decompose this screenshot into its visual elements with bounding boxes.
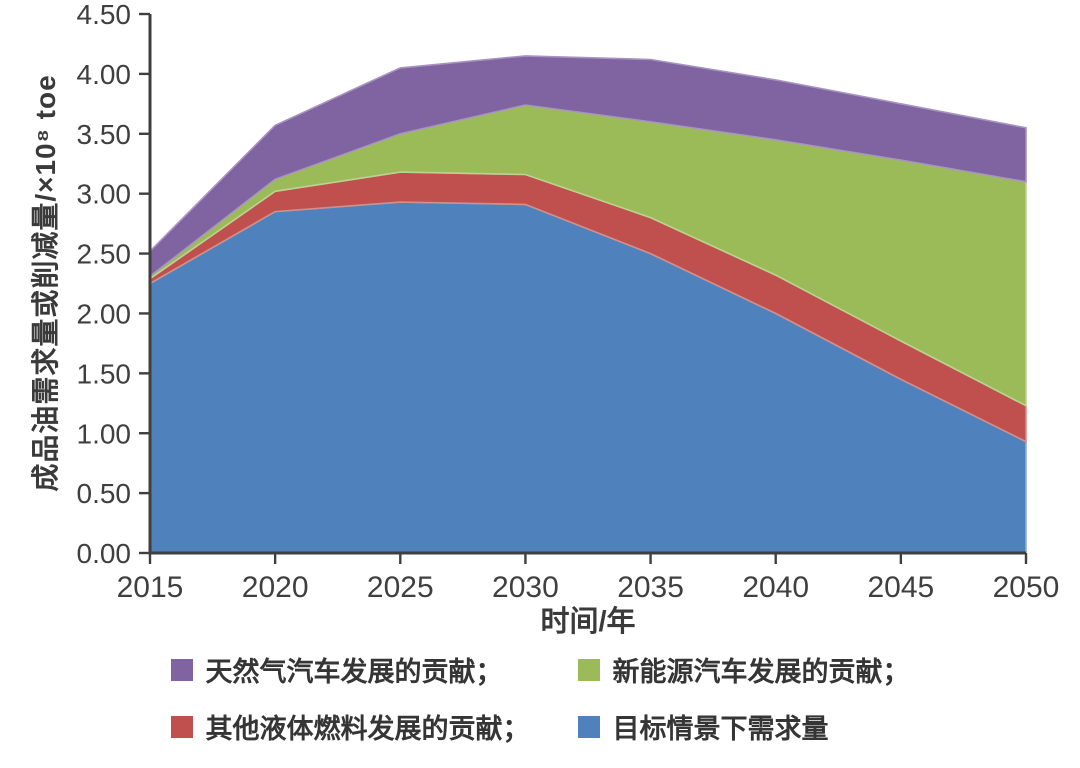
area-natural-gas-vehicles <box>149 55 1027 278</box>
y-tick-label: 1.50 <box>77 358 132 389</box>
legend-swatch-icon <box>170 715 193 738</box>
x-tick-label: 2030 <box>492 571 559 604</box>
y-tick-label: 4.00 <box>77 59 132 90</box>
legend-label: 其他液体燃料发展的贡献； <box>205 714 530 744</box>
y-tick-label: 0.50 <box>77 478 132 509</box>
x-tick-label: 2020 <box>242 571 309 604</box>
legend-swatch-icon <box>577 715 600 738</box>
y-tick-label: 0.00 <box>77 538 132 569</box>
y-axis-title: 成品油需求量或削减量/×10⁸ toe <box>30 74 61 492</box>
plot-area: 0.00 0.50 1.00 1.50 2.00 2.50 3.00 3.50 4.00 4.50… <box>77 0 1060 604</box>
x-tick-label: 2040 <box>742 571 809 604</box>
y-tick-label: 2.00 <box>77 299 132 330</box>
y-tick-label: 3.50 <box>77 119 132 150</box>
legend-label: 天然气汽车发展的贡献； <box>205 657 503 687</box>
legend-label: 新能源汽车发展的贡献； <box>612 657 910 687</box>
x-axis-title: 时间/年 <box>540 606 636 638</box>
y-tick-label: 4.50 <box>77 0 132 30</box>
x-tick-label: 2015 <box>117 571 184 604</box>
x-tick-label: 2045 <box>867 571 934 604</box>
legend-item-target-demand: 目标情景下需求量 <box>577 707 910 746</box>
x-tick-label: 2025 <box>367 571 434 604</box>
chart-legend: 天然气汽车发展的贡献； 新能源汽车发展的贡献； 其他液体燃料发展的贡献； 目标情… <box>0 650 1080 746</box>
legend-item-natural-gas-vehicles: 天然气汽车发展的贡献； <box>170 650 530 689</box>
legend-label: 目标情景下需求量 <box>612 714 829 744</box>
y-tick-label: 3.00 <box>77 179 132 210</box>
x-tick-label: 2035 <box>617 571 684 604</box>
y-tick-label: 1.00 <box>77 418 132 449</box>
legend-item-new-energy-vehicles: 新能源汽车发展的贡献； <box>577 650 910 689</box>
x-tick-label: 2050 <box>993 571 1060 604</box>
legend-swatch-icon <box>577 658 600 681</box>
legend-item-other-liquid-fuels: 其他液体燃料发展的贡献； <box>170 707 530 746</box>
legend-swatch-icon <box>170 658 193 681</box>
y-tick-label: 2.50 <box>77 239 132 270</box>
